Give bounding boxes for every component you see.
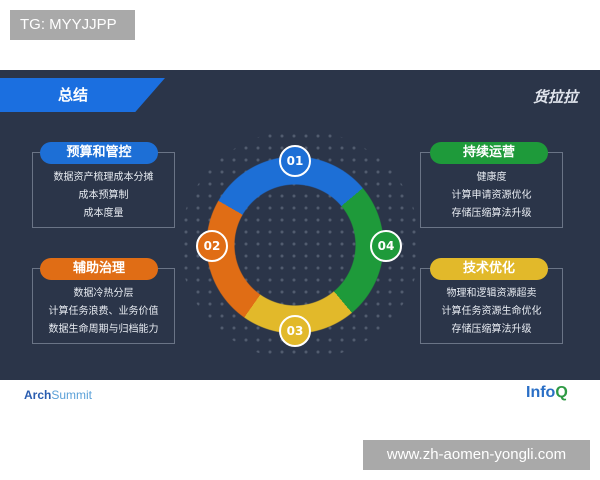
list-item: 计算任务资源生命优化 [441,306,542,317]
slide-title: 总结 [0,78,165,112]
list-item: 数据生命周期与归档能力 [48,324,159,335]
list-item: 数据资产梳理成本分摊 [53,172,154,183]
section-title-governance: 辅助治理 [40,258,158,280]
list-item: 数据冷热分层 [73,288,134,299]
list-item: 计算任务浪费、业务价值 [48,306,159,317]
slide: 总结 货拉拉 数据资产梳理成本分摊 成本预算制 成本度量 预算和管控 数据冷热分… [0,70,600,380]
brand-logo: 货拉拉 [532,88,578,106]
list-item: 存储压缩算法升级 [451,208,532,219]
section-title-operations: 持续运营 [430,142,548,164]
list-item: 计算申请资源优化 [451,190,532,201]
list-item: 成本预算制 [78,190,129,201]
watermark-top: TG: MYYJJPP [10,10,135,40]
infoq-logo: InfoQ [526,384,568,401]
step-01: 01 [279,145,311,177]
watermark-bottom: www.zh-aomen-yongli.com [363,440,590,470]
section-title-tech: 技术优化 [430,258,548,280]
step-04: 04 [370,230,402,262]
step-03: 03 [279,315,311,347]
list-item: 物理和逻辑资源超卖 [446,288,537,299]
archsummit-logo: ArchSummit [24,388,93,402]
section-title-budget: 预算和管控 [40,142,158,164]
list-item: 健康度 [476,172,507,183]
list-item: 成本度量 [83,208,124,219]
step-02: 02 [196,230,228,262]
list-item: 存储压缩算法升级 [451,324,532,335]
cycle-ring [205,155,385,335]
